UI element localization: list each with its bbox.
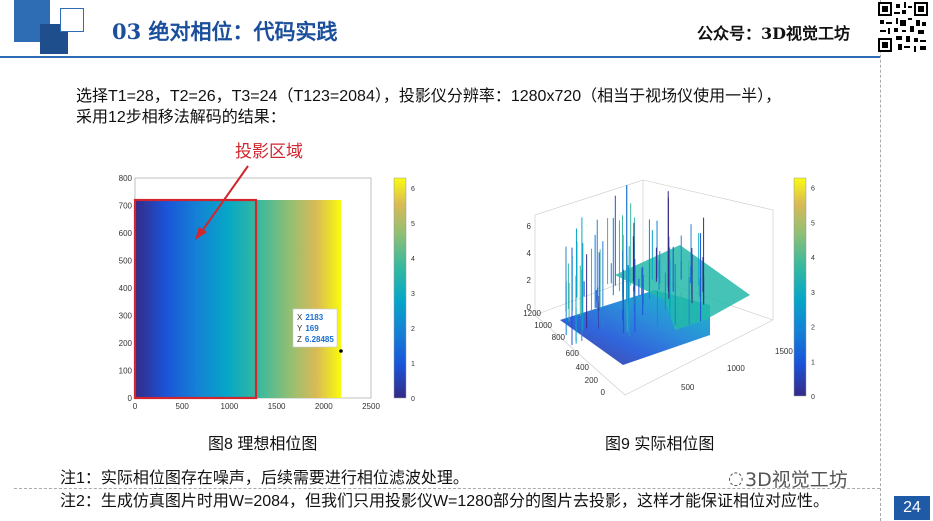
datatip-y-label: Y bbox=[297, 324, 303, 333]
header-logo-block-3 bbox=[60, 8, 84, 32]
surface-3d-box bbox=[534, 179, 774, 396]
datatip-x-value: 2183 bbox=[305, 313, 323, 322]
right-colorbar-tick: 1 bbox=[811, 359, 815, 366]
left-y-tick: 400 bbox=[119, 284, 133, 293]
datatip-x-label: X bbox=[297, 313, 303, 322]
caption-ideal-phase: 图8 理想相位图 bbox=[208, 436, 318, 453]
brand-label: 公众号：3D视觉工坊 bbox=[697, 24, 851, 43]
note-2: 注2：生成仿真图片时用W=2084，但我们只用投影仪W=1280部分的图片去投影… bbox=[60, 493, 829, 510]
left-y-tick: 0 bbox=[128, 394, 133, 403]
right-colorbar-tick: 5 bbox=[811, 220, 815, 227]
left-x-tick: 2500 bbox=[362, 402, 380, 411]
header-divider bbox=[0, 56, 880, 58]
dashed-guide-right bbox=[880, 0, 881, 521]
datatip-marker bbox=[339, 349, 343, 353]
qr-code-icon bbox=[878, 2, 928, 52]
left-y-tick: 200 bbox=[119, 339, 133, 348]
datatip-box bbox=[292, 308, 338, 348]
right-z-tick: 0 bbox=[527, 303, 532, 312]
right-colorbar bbox=[793, 177, 807, 397]
dashed-guide-bottom bbox=[14, 488, 880, 489]
left-colorbar-tick: 1 bbox=[411, 361, 415, 368]
left-colorbar-tick: 5 bbox=[411, 221, 415, 228]
ideal-phase-heatmap: X 2183 Y 169 Z 6.28485 0 500 1000 1500 2000 2500… bbox=[119, 174, 415, 411]
left-y-tick: 700 bbox=[119, 202, 133, 211]
right-y-tick: 600 bbox=[566, 349, 580, 358]
right-x-tick: 1000 bbox=[727, 364, 745, 373]
left-x-tick: 0 bbox=[133, 402, 138, 411]
right-y-tick: 1200 bbox=[523, 309, 541, 318]
left-y-tick: 100 bbox=[119, 367, 133, 376]
right-colorbar-tick: 3 bbox=[811, 290, 815, 297]
left-y-tick: 600 bbox=[119, 229, 133, 238]
right-colorbar-tick: 6 bbox=[811, 186, 815, 193]
left-colorbar-tick: 3 bbox=[411, 291, 415, 298]
svg-text:Z6.28485: Z 6.28485 bbox=[297, 335, 334, 344]
left-colorbar-tick: 2 bbox=[411, 326, 415, 333]
left-colorbar-tick: 0 bbox=[411, 396, 415, 403]
slide-title: 03 绝对相位：代码实践 bbox=[112, 19, 338, 44]
right-y-tick: 1000 bbox=[534, 321, 552, 330]
left-colorbar-tick: 6 bbox=[411, 186, 415, 193]
right-x-tick: 500 bbox=[681, 383, 695, 392]
datatip-y-value: 169 bbox=[305, 324, 319, 333]
watermark: 3D视觉工坊 bbox=[745, 469, 848, 491]
left-y-tick: 800 bbox=[119, 174, 133, 183]
surface-raised-plane bbox=[615, 245, 750, 330]
right-y-tick: 800 bbox=[552, 333, 566, 342]
left-colorbar-tick: 4 bbox=[411, 256, 415, 263]
left-colorbar bbox=[393, 177, 407, 399]
right-colorbar-tick: 2 bbox=[811, 325, 815, 332]
right-y-tick: 200 bbox=[585, 376, 599, 385]
projection-region-annotation: 投影区域 bbox=[235, 142, 303, 161]
left-x-tick: 500 bbox=[176, 402, 190, 411]
caption-actual-phase: 图9 实际相位图 bbox=[605, 436, 715, 453]
wechat-icon: ◌ bbox=[728, 468, 744, 489]
page-number: 24 bbox=[894, 496, 930, 520]
right-y-tick: 400 bbox=[576, 363, 590, 372]
projection-region-box bbox=[133, 198, 258, 400]
right-colorbar-tick: 0 bbox=[811, 394, 815, 401]
right-colorbar-tick: 4 bbox=[811, 255, 815, 262]
right-z-tick: 2 bbox=[527, 276, 532, 285]
left-plot-phase-image bbox=[135, 200, 341, 398]
surface-noise-spikes bbox=[565, 185, 705, 346]
right-x-tick: 1500 bbox=[775, 347, 793, 356]
left-x-tick: 1000 bbox=[221, 402, 239, 411]
right-z-tick: 6 bbox=[527, 222, 532, 231]
left-x-tick: 2000 bbox=[315, 402, 333, 411]
right-z-tick: 4 bbox=[527, 249, 532, 258]
datatip-z-value: 6.28485 bbox=[305, 335, 334, 344]
note-1: 注1：实际相位图存在噪声，后续需要进行相位滤波处理。 bbox=[60, 470, 469, 487]
left-y-tick: 300 bbox=[119, 312, 133, 321]
right-y-tick: 0 bbox=[601, 388, 606, 397]
intro-line-1: 选择T1=28，T2=26，T3=24（T123=2084），投影仪分辨率：12… bbox=[76, 88, 782, 105]
annotation-arrow-icon bbox=[195, 165, 249, 240]
intro-line-2: 采用12步相移法解码的结果： bbox=[76, 109, 286, 126]
datatip-z-label: Z bbox=[297, 335, 302, 344]
left-y-tick: 500 bbox=[119, 257, 133, 266]
left-x-tick: 1500 bbox=[268, 402, 286, 411]
